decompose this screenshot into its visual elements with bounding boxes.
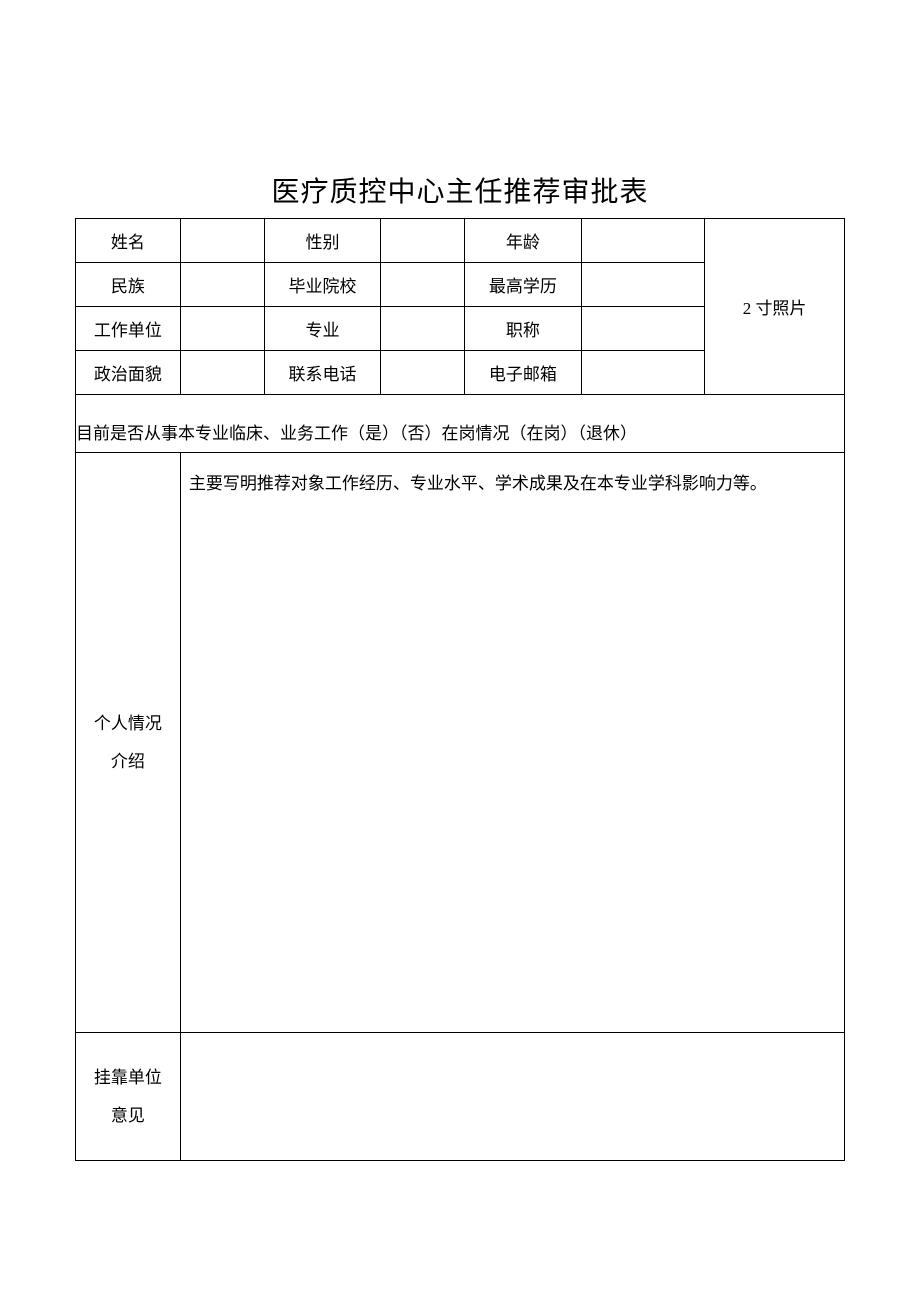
education-value[interactable] <box>581 263 705 307</box>
form-title: 医疗质控中心主任推荐审批表 <box>75 170 845 210</box>
opinion-label: 挂靠单位 意见 <box>76 1033 181 1161</box>
intro-label: 个人情况 介绍 <box>76 453 181 1033</box>
major-value[interactable] <box>381 307 465 351</box>
workunit-label: 工作单位 <box>76 307 181 351</box>
status-row: 目前是否从事本专业临床、业务工作（是）（否）在岗情况（在岗）（退休） <box>76 395 845 453</box>
ethnicity-value[interactable] <box>180 263 264 307</box>
political-label: 政治面貌 <box>76 351 181 395</box>
major-label: 专业 <box>264 307 381 351</box>
age-value[interactable] <box>581 219 705 263</box>
photo-placeholder[interactable]: 2 寸照片 <box>705 219 845 395</box>
phone-value[interactable] <box>381 351 465 395</box>
status-text: 目前是否从事本专业临床、业务工作（是）（否）在岗情况（在岗）（退休） <box>76 395 845 453</box>
school-label: 毕业院校 <box>264 263 381 307</box>
phone-label: 联系电话 <box>264 351 381 395</box>
opinion-label-line1: 挂靠单位 <box>78 1059 178 1096</box>
opinion-label-line2: 意见 <box>78 1097 178 1134</box>
political-value[interactable] <box>180 351 264 395</box>
gender-label: 性别 <box>264 219 381 263</box>
intro-label-line2: 介绍 <box>78 743 178 780</box>
gender-value[interactable] <box>381 219 465 263</box>
education-label: 最高学历 <box>465 263 582 307</box>
email-value[interactable] <box>581 351 705 395</box>
opinion-row: 挂靠单位 意见 <box>76 1033 845 1161</box>
school-value[interactable] <box>381 263 465 307</box>
approval-form-table: 姓名 性别 年龄 2 寸照片 民族 毕业院校 最高学历 工作单位 专业 职称 政… <box>75 218 845 1161</box>
title-label: 职称 <box>465 307 582 351</box>
age-label: 年龄 <box>465 219 582 263</box>
name-value[interactable] <box>180 219 264 263</box>
name-label: 姓名 <box>76 219 181 263</box>
intro-row: 个人情况 介绍 主要写明推荐对象工作经历、专业水平、学术成果及在本专业学科影响力… <box>76 453 845 1033</box>
ethnicity-label: 民族 <box>76 263 181 307</box>
workunit-value[interactable] <box>180 307 264 351</box>
intro-content[interactable]: 主要写明推荐对象工作经历、专业水平、学术成果及在本专业学科影响力等。 <box>180 453 844 1033</box>
opinion-content[interactable] <box>180 1033 844 1161</box>
email-label: 电子邮箱 <box>465 351 582 395</box>
intro-label-line1: 个人情况 <box>78 705 178 742</box>
row-1: 姓名 性别 年龄 2 寸照片 <box>76 219 845 263</box>
title-value[interactable] <box>581 307 705 351</box>
